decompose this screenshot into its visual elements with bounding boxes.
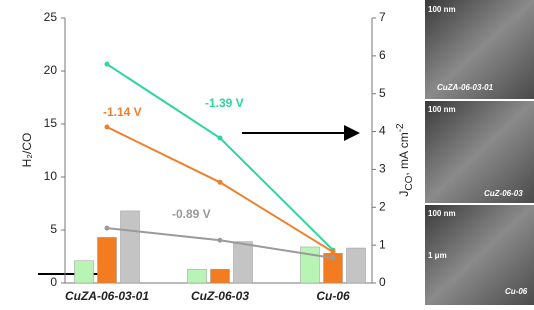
- bar: [211, 269, 230, 283]
- x-tick-label: CuZ-06-03: [191, 289, 249, 303]
- y2-label-sub: CO: [404, 175, 415, 190]
- point: [105, 62, 110, 67]
- bar: [188, 269, 207, 283]
- line: [107, 127, 333, 252]
- y-tick-label: 25: [44, 10, 58, 24]
- page: {"chart_data": {"type": "bar-line", "cat…: [0, 0, 534, 305]
- y-tick-label: 10: [44, 169, 58, 183]
- y2-tick-label: 3: [379, 162, 386, 176]
- series-label: -1.14 V: [103, 105, 142, 119]
- series-label: -1.39 V: [205, 96, 244, 110]
- y-axis-label: H₂/CO: [20, 133, 34, 168]
- point: [331, 256, 336, 261]
- point: [105, 226, 110, 231]
- bar: [234, 242, 253, 283]
- y2-tick-label: 7: [379, 10, 386, 24]
- x-tick-label: CuZA-06-03-01: [65, 289, 149, 303]
- y2-tick-label: 2: [379, 199, 386, 213]
- line: [107, 64, 333, 250]
- y2-label-rest: , mA cm: [397, 132, 411, 175]
- point: [218, 136, 223, 141]
- sem-images: 100 nm CuZA-06-03-01 100 nm CuZ-06-03 10…: [425, 0, 534, 305]
- scale-label: 100 nm: [428, 105, 456, 114]
- bar: [75, 261, 94, 283]
- y2-axis-label: JCO, mA cm-2: [395, 123, 415, 197]
- point: [218, 238, 223, 243]
- y2-tick-label: 5: [379, 86, 386, 100]
- chart: H₂/CO JCO, mA cm-2 100 nm CuZA-06-03-01 …: [0, 0, 534, 305]
- point: [218, 180, 223, 185]
- y2-label-sup: -2: [395, 123, 406, 132]
- x-tick-label: Cu-06: [316, 289, 350, 303]
- point: [331, 249, 336, 254]
- inset-scale-label: 1 μm: [428, 251, 447, 260]
- line: [107, 228, 333, 258]
- y2-tick-label: 6: [379, 48, 386, 62]
- scale-label: 100 nm: [428, 5, 456, 14]
- y2-tick-label: 4: [379, 124, 386, 138]
- scale-label: 100 nm: [428, 209, 456, 218]
- y2-tick-label: 1: [379, 237, 386, 251]
- sem-panel: [425, 101, 534, 203]
- y2-tick-label: 0: [379, 275, 386, 289]
- series-label: -0.89 V: [172, 207, 211, 221]
- point: [105, 125, 110, 130]
- image-caption: CuZ-06-03: [484, 189, 523, 198]
- image-caption: CuZA-06-03-01: [437, 83, 494, 92]
- image-caption: Cu-06: [505, 287, 528, 296]
- bar: [121, 211, 140, 283]
- bar: [98, 237, 117, 283]
- y-tick-label: 15: [44, 116, 58, 130]
- y-tick-label: 20: [44, 63, 58, 77]
- y-tick-label: 0: [50, 275, 57, 289]
- y-tick-label: 5: [50, 222, 57, 236]
- bar: [347, 248, 366, 283]
